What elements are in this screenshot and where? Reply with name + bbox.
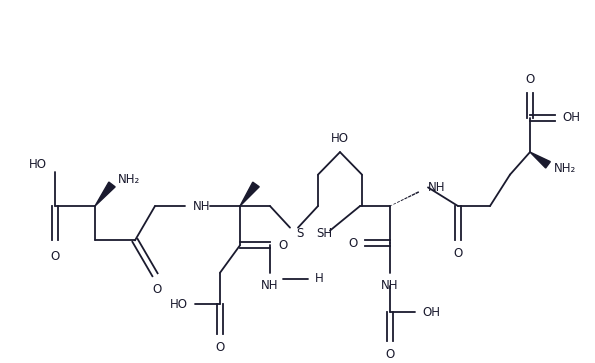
Text: H: H: [315, 272, 324, 285]
Polygon shape: [530, 152, 550, 168]
Text: S: S: [296, 227, 303, 240]
Text: SH: SH: [316, 227, 332, 240]
Text: NH: NH: [428, 181, 446, 194]
Text: O: O: [215, 342, 225, 354]
Text: O: O: [152, 282, 162, 295]
Polygon shape: [95, 182, 115, 206]
Text: HO: HO: [331, 132, 349, 145]
Text: OH: OH: [422, 306, 440, 318]
Text: HO: HO: [170, 298, 188, 311]
Text: NH: NH: [261, 279, 278, 291]
Text: NH: NH: [381, 279, 399, 291]
Polygon shape: [240, 182, 259, 206]
Text: OH: OH: [562, 111, 580, 124]
Text: NH₂: NH₂: [118, 173, 140, 186]
Text: NH₂: NH₂: [554, 162, 576, 175]
Text: O: O: [525, 73, 535, 86]
Text: O: O: [453, 247, 463, 260]
Text: O: O: [386, 348, 394, 361]
Text: O: O: [278, 239, 287, 252]
Text: O: O: [51, 250, 60, 263]
Text: HO: HO: [29, 158, 47, 171]
Text: NH: NH: [193, 200, 211, 213]
Text: O: O: [349, 237, 358, 250]
